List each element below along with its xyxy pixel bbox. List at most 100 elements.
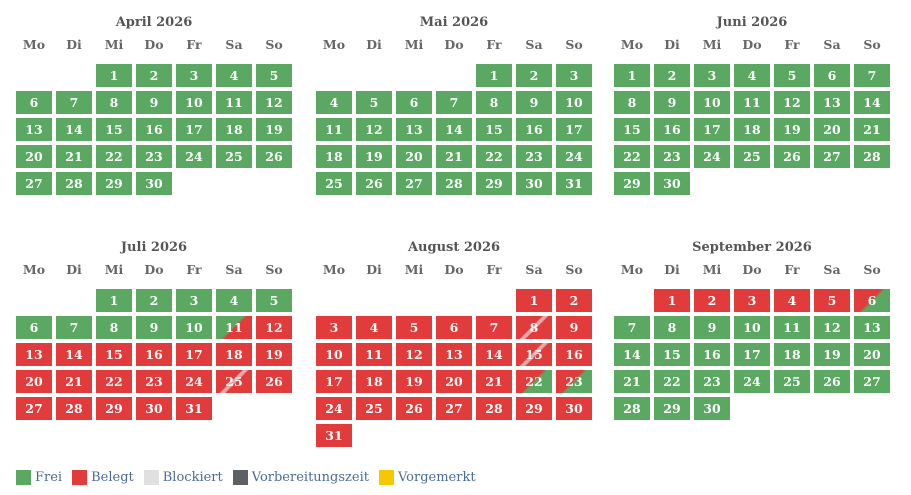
day-cell[interactable]: 22 bbox=[516, 370, 552, 393]
day-cell[interactable]: 25 bbox=[316, 172, 352, 195]
day-cell[interactable]: 16 bbox=[516, 118, 552, 141]
day-cell[interactable]: 30 bbox=[694, 397, 730, 420]
day-cell[interactable]: 7 bbox=[436, 91, 472, 114]
day-cell[interactable]: 10 bbox=[176, 91, 212, 114]
day-cell[interactable]: 8 bbox=[654, 316, 690, 339]
day-cell[interactable]: 3 bbox=[694, 64, 730, 87]
day-cell[interactable]: 27 bbox=[436, 397, 472, 420]
day-cell[interactable]: 18 bbox=[216, 118, 252, 141]
day-cell[interactable]: 17 bbox=[176, 118, 212, 141]
day-cell[interactable]: 10 bbox=[694, 91, 730, 114]
day-cell[interactable]: 11 bbox=[216, 91, 252, 114]
day-cell[interactable]: 29 bbox=[476, 172, 512, 195]
day-cell[interactable]: 8 bbox=[516, 316, 552, 339]
day-cell[interactable]: 10 bbox=[556, 91, 592, 114]
day-cell[interactable]: 30 bbox=[516, 172, 552, 195]
day-cell[interactable]: 24 bbox=[176, 370, 212, 393]
day-cell[interactable]: 13 bbox=[814, 91, 850, 114]
day-cell[interactable]: 3 bbox=[316, 316, 352, 339]
day-cell[interactable]: 16 bbox=[694, 343, 730, 366]
day-cell[interactable]: 27 bbox=[854, 370, 890, 393]
day-cell[interactable]: 1 bbox=[96, 289, 132, 312]
day-cell[interactable]: 22 bbox=[96, 370, 132, 393]
day-cell[interactable]: 8 bbox=[614, 91, 650, 114]
day-cell[interactable]: 12 bbox=[256, 316, 292, 339]
day-cell[interactable]: 28 bbox=[56, 172, 92, 195]
day-cell[interactable]: 14 bbox=[854, 91, 890, 114]
day-cell[interactable]: 13 bbox=[16, 118, 52, 141]
day-cell[interactable]: 20 bbox=[396, 145, 432, 168]
day-cell[interactable]: 7 bbox=[476, 316, 512, 339]
day-cell[interactable]: 27 bbox=[396, 172, 432, 195]
day-cell[interactable]: 17 bbox=[694, 118, 730, 141]
day-cell[interactable]: 26 bbox=[396, 397, 432, 420]
day-cell[interactable]: 11 bbox=[774, 316, 810, 339]
day-cell[interactable]: 3 bbox=[176, 289, 212, 312]
day-cell[interactable]: 7 bbox=[854, 64, 890, 87]
day-cell[interactable]: 21 bbox=[854, 118, 890, 141]
day-cell[interactable]: 15 bbox=[476, 118, 512, 141]
day-cell[interactable]: 20 bbox=[16, 370, 52, 393]
day-cell[interactable]: 19 bbox=[396, 370, 432, 393]
day-cell[interactable]: 13 bbox=[396, 118, 432, 141]
day-cell[interactable]: 15 bbox=[96, 343, 132, 366]
day-cell[interactable]: 9 bbox=[556, 316, 592, 339]
day-cell[interactable]: 28 bbox=[476, 397, 512, 420]
day-cell[interactable]: 18 bbox=[216, 343, 252, 366]
day-cell[interactable]: 27 bbox=[814, 145, 850, 168]
day-cell[interactable]: 1 bbox=[96, 64, 132, 87]
day-cell[interactable]: 5 bbox=[356, 91, 392, 114]
day-cell[interactable]: 21 bbox=[476, 370, 512, 393]
day-cell[interactable]: 28 bbox=[56, 397, 92, 420]
day-cell[interactable]: 14 bbox=[56, 343, 92, 366]
day-cell[interactable]: 30 bbox=[136, 397, 172, 420]
day-cell[interactable]: 6 bbox=[16, 91, 52, 114]
day-cell[interactable]: 31 bbox=[316, 424, 352, 447]
day-cell[interactable]: 31 bbox=[176, 397, 212, 420]
day-cell[interactable]: 26 bbox=[256, 370, 292, 393]
day-cell[interactable]: 11 bbox=[316, 118, 352, 141]
day-cell[interactable]: 12 bbox=[256, 91, 292, 114]
day-cell[interactable]: 2 bbox=[136, 64, 172, 87]
day-cell[interactable]: 4 bbox=[316, 91, 352, 114]
day-cell[interactable]: 9 bbox=[136, 91, 172, 114]
day-cell[interactable]: 12 bbox=[356, 118, 392, 141]
day-cell[interactable]: 21 bbox=[56, 370, 92, 393]
day-cell[interactable]: 2 bbox=[516, 64, 552, 87]
day-cell[interactable]: 14 bbox=[436, 118, 472, 141]
day-cell[interactable]: 22 bbox=[614, 145, 650, 168]
day-cell[interactable]: 28 bbox=[614, 397, 650, 420]
day-cell[interactable]: 23 bbox=[516, 145, 552, 168]
day-cell[interactable]: 17 bbox=[734, 343, 770, 366]
day-cell[interactable]: 4 bbox=[216, 289, 252, 312]
day-cell[interactable]: 8 bbox=[476, 91, 512, 114]
day-cell[interactable]: 26 bbox=[256, 145, 292, 168]
day-cell[interactable]: 16 bbox=[556, 343, 592, 366]
day-cell[interactable]: 19 bbox=[356, 145, 392, 168]
day-cell[interactable]: 21 bbox=[614, 370, 650, 393]
day-cell[interactable]: 1 bbox=[476, 64, 512, 87]
day-cell[interactable]: 10 bbox=[176, 316, 212, 339]
day-cell[interactable]: 29 bbox=[654, 397, 690, 420]
day-cell[interactable]: 22 bbox=[96, 145, 132, 168]
day-cell[interactable]: 25 bbox=[774, 370, 810, 393]
day-cell[interactable]: 31 bbox=[556, 172, 592, 195]
day-cell[interactable]: 16 bbox=[136, 343, 172, 366]
day-cell[interactable]: 8 bbox=[96, 91, 132, 114]
day-cell[interactable]: 5 bbox=[256, 64, 292, 87]
day-cell[interactable]: 19 bbox=[256, 118, 292, 141]
day-cell[interactable]: 29 bbox=[614, 172, 650, 195]
day-cell[interactable]: 6 bbox=[16, 316, 52, 339]
day-cell[interactable]: 25 bbox=[734, 145, 770, 168]
day-cell[interactable]: 5 bbox=[256, 289, 292, 312]
day-cell[interactable]: 19 bbox=[256, 343, 292, 366]
day-cell[interactable]: 24 bbox=[734, 370, 770, 393]
day-cell[interactable]: 15 bbox=[654, 343, 690, 366]
day-cell[interactable]: 30 bbox=[136, 172, 172, 195]
day-cell[interactable]: 10 bbox=[316, 343, 352, 366]
day-cell[interactable]: 13 bbox=[436, 343, 472, 366]
day-cell[interactable]: 7 bbox=[56, 316, 92, 339]
day-cell[interactable]: 19 bbox=[774, 118, 810, 141]
day-cell[interactable]: 19 bbox=[814, 343, 850, 366]
day-cell[interactable]: 7 bbox=[56, 91, 92, 114]
